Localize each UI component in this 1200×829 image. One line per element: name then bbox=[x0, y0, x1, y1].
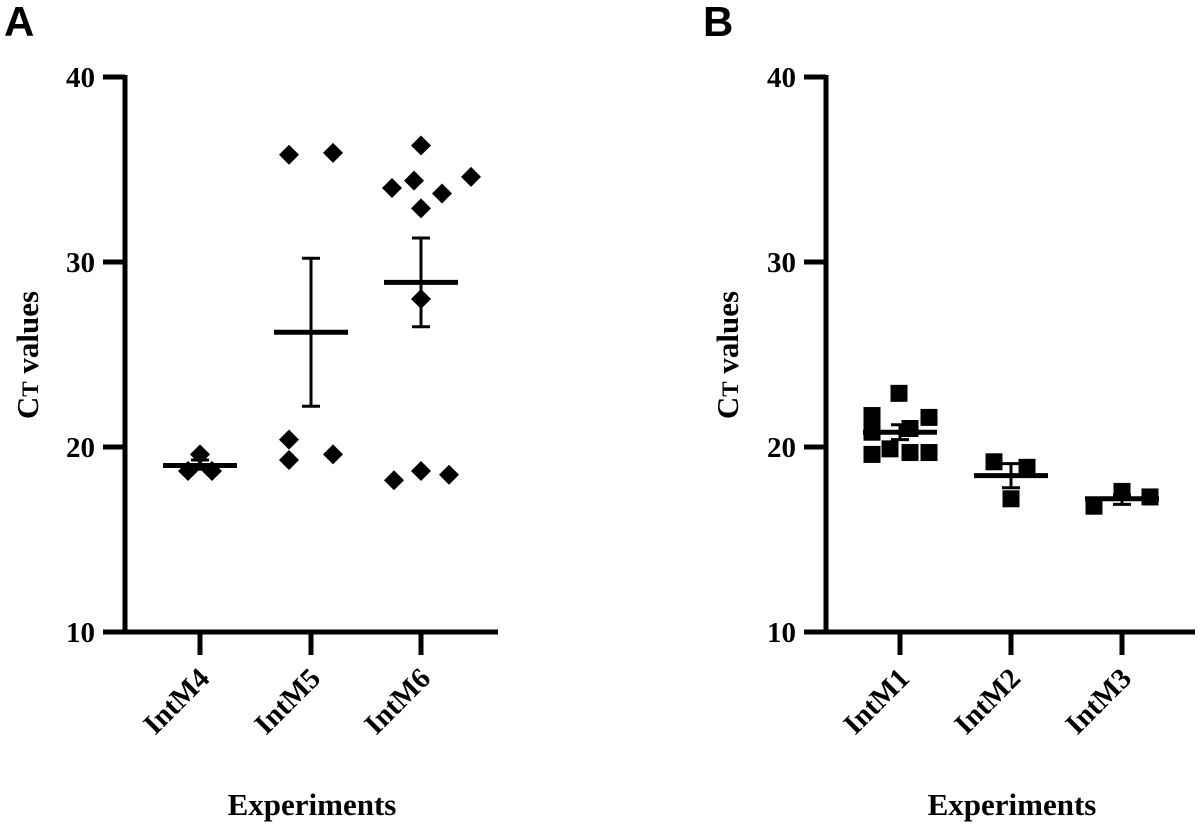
y-tick-label: 30 bbox=[767, 247, 796, 279]
y-tick-label: 40 bbox=[66, 62, 95, 94]
y-axis-title-main: C bbox=[10, 397, 45, 419]
x-tick-label: IntM2 bbox=[948, 662, 1026, 740]
data-point-diamond bbox=[411, 135, 431, 156]
panel-b: B 10 20 30 40 CT values Experiments IntM1 IntM2 I… bbox=[703, 0, 1195, 822]
data-point-diamond bbox=[461, 166, 481, 187]
data-point-square bbox=[1085, 497, 1103, 515]
y-axis-title: CT values bbox=[710, 291, 745, 419]
data-point-diamond bbox=[323, 444, 343, 465]
data-point-square bbox=[1018, 458, 1036, 476]
y-tick-label: 30 bbox=[66, 247, 95, 279]
data-point-square bbox=[1002, 490, 1020, 508]
data-point-square bbox=[920, 408, 938, 426]
data-point-square bbox=[863, 407, 881, 425]
data-point-diamond bbox=[279, 429, 299, 450]
y-tick-label: 10 bbox=[767, 617, 796, 649]
y-tick-label: 20 bbox=[66, 432, 95, 464]
data-point-square bbox=[920, 444, 938, 462]
y-axis-title: CT values bbox=[10, 291, 45, 419]
panel-letter: A bbox=[4, 0, 34, 45]
data-point-diamond bbox=[279, 144, 299, 165]
data-point-diamond bbox=[279, 449, 299, 470]
data-point-square bbox=[863, 445, 881, 463]
y-axis-title-subscript: T bbox=[18, 381, 43, 396]
x-tick-label: IntM6 bbox=[358, 662, 436, 740]
data-point-square bbox=[901, 444, 919, 462]
x-tick-label: IntM3 bbox=[1059, 662, 1137, 740]
x-tick-label: IntM4 bbox=[137, 662, 215, 740]
data-point-diamond bbox=[432, 183, 452, 204]
data-point-diamond bbox=[382, 178, 402, 198]
x-axis-title: Experiments bbox=[928, 787, 1097, 822]
y-axis-title-subscript: T bbox=[718, 381, 743, 396]
data-point-diamond bbox=[411, 461, 431, 482]
data-point-diamond bbox=[411, 198, 431, 219]
y-tick-label: 20 bbox=[767, 432, 796, 464]
x-axis-title: Experiments bbox=[228, 787, 397, 822]
data-point-square bbox=[881, 440, 899, 458]
data-point-diamond bbox=[439, 464, 459, 485]
x-tick-label: IntM5 bbox=[248, 662, 326, 740]
data-point-diamond bbox=[323, 142, 343, 163]
x-tick-label: IntM1 bbox=[837, 662, 915, 740]
data-point-diamond bbox=[384, 470, 404, 491]
data-point-square bbox=[985, 453, 1003, 471]
data-point-diamond bbox=[404, 170, 424, 191]
y-axis-title-rest: values bbox=[710, 291, 745, 381]
y-tick-label: 40 bbox=[767, 62, 796, 94]
y-axis-title-main: C bbox=[710, 397, 745, 419]
y-tick-label: 10 bbox=[66, 617, 95, 649]
data-point-square bbox=[890, 384, 908, 402]
panel-a: A 10 20 30 40 CT values Experiments IntM4 IntM5 I… bbox=[4, 0, 498, 822]
panel-letter: B bbox=[703, 0, 733, 45]
y-axis-title-rest: values bbox=[10, 291, 45, 381]
